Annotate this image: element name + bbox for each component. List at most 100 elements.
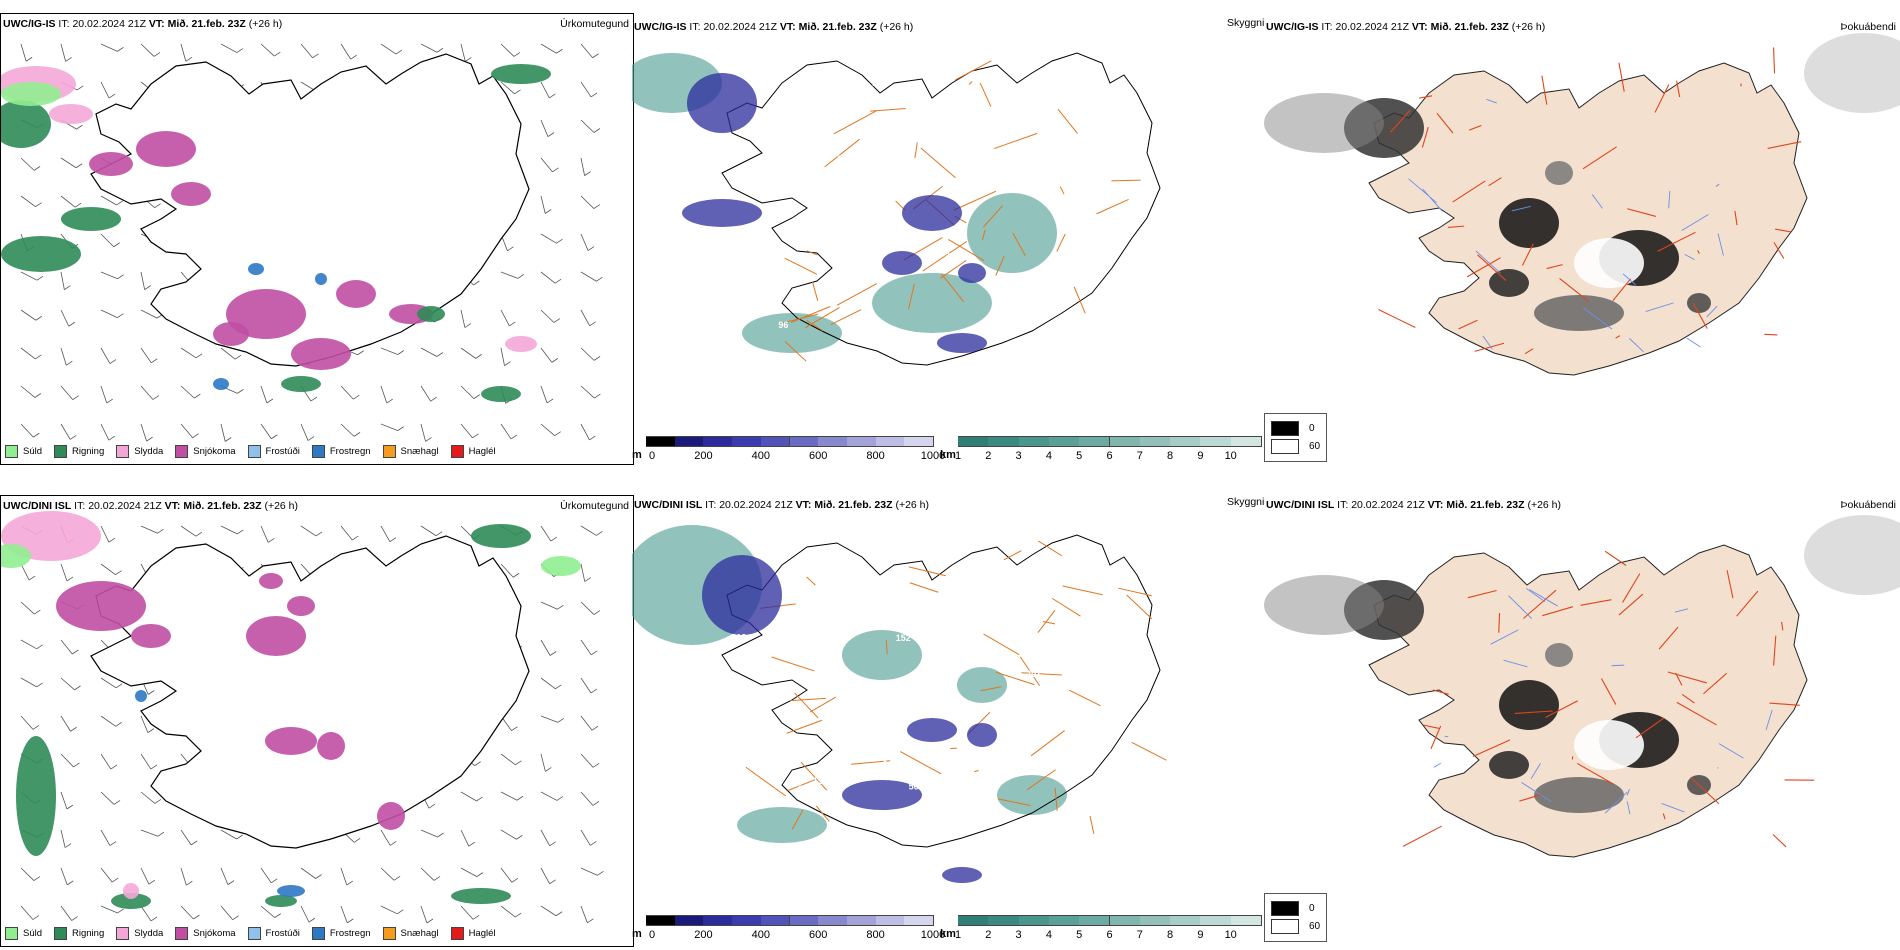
cloud-base-label: 77 (819, 223, 829, 233)
wind-barb (180, 385, 201, 399)
wind-barb (460, 309, 472, 328)
cloud-base-label: 152 (896, 633, 911, 643)
road (1541, 75, 1548, 105)
wind-barb (260, 867, 278, 884)
road (1389, 110, 1411, 133)
wind-barb (460, 867, 484, 877)
wind-barb (260, 905, 281, 918)
wind-barb (580, 715, 599, 731)
wind-barb (180, 347, 203, 359)
road (1447, 225, 1465, 228)
panel-title: Þokuábendi (1840, 499, 1896, 511)
colorbar-tick: 7 (1136, 450, 1143, 462)
wind-barb (460, 43, 472, 62)
road (1576, 762, 1615, 785)
legend-item: Rigning (54, 927, 104, 940)
colorbar-segment (818, 915, 848, 926)
wind-barb (540, 233, 563, 244)
colorbar-tick: 4 (1045, 929, 1052, 941)
wind-barb (540, 81, 556, 99)
river (1530, 763, 1541, 780)
river (1718, 743, 1744, 759)
wind-barb (380, 829, 397, 846)
wind-barb (580, 347, 601, 361)
colorbar-segment (1109, 915, 1141, 926)
legend-swatch (54, 445, 68, 458)
wind-barb (100, 677, 123, 689)
precip-area (287, 596, 315, 616)
road (922, 240, 968, 272)
sea-fog (1264, 93, 1384, 153)
cloud-base-label: 09 (841, 201, 851, 211)
road (955, 60, 992, 81)
wind-barb (580, 119, 601, 133)
wind-barb (500, 791, 524, 801)
river (1717, 767, 1719, 769)
road (1118, 587, 1152, 597)
wind-barb (100, 829, 117, 846)
sea-fog (1264, 575, 1384, 635)
colorbar-tick: 400 (751, 929, 770, 941)
wind-barb (460, 385, 481, 399)
precip-area (291, 338, 351, 370)
river (1626, 801, 1631, 815)
wind-barb (540, 385, 554, 404)
colorbar-tick: 6 (1106, 929, 1113, 941)
road (1466, 257, 1501, 278)
road (974, 769, 979, 773)
wind-barb (140, 385, 160, 400)
precip-area (89, 152, 133, 176)
river (1626, 788, 1630, 796)
road (1423, 724, 1440, 730)
cloud-base-label: 88 (757, 351, 767, 361)
road (1676, 80, 1681, 98)
wind-barb (220, 347, 242, 360)
road (1452, 180, 1486, 203)
wind-barb (260, 385, 274, 404)
wind-barb (580, 753, 600, 768)
low-visibility-area (957, 667, 1007, 703)
wind-barb (20, 347, 42, 360)
road (1658, 626, 1679, 650)
road (1781, 621, 1784, 631)
cloud-base-label: 52 (701, 188, 711, 198)
wind-barb (300, 525, 323, 537)
road (1580, 599, 1612, 606)
road (1057, 108, 1078, 134)
precip-area (131, 624, 171, 648)
wind-barb (60, 563, 74, 582)
cloud-base-label: 111 (862, 126, 876, 136)
colorbar-tick: 3 (1015, 929, 1022, 941)
road (980, 686, 1002, 692)
legend-item: Frostregn (311, 445, 371, 458)
panel-header: UWC/DINI ISL IT: 20.02.2024 21Z VT: Mið.… (3, 500, 299, 512)
cloud-base-label: 70 (877, 139, 887, 149)
legend-item: 0 (1271, 421, 1320, 436)
colorbar-segment (674, 915, 705, 926)
wind-barb (500, 829, 523, 840)
wind-barb (100, 715, 122, 727)
iceland-coastline (721, 534, 1161, 848)
road (1488, 177, 1502, 187)
road (1467, 589, 1497, 599)
precip-area (111, 893, 151, 909)
colorbar-segment (875, 436, 906, 447)
wind-barb (60, 905, 78, 921)
legend-label: Frostúði (265, 928, 300, 939)
cloud-base-label: 153 (813, 776, 828, 786)
precip-area (265, 895, 297, 907)
road (1772, 834, 1787, 848)
wind-barb (100, 563, 122, 576)
wind-barb (540, 715, 565, 723)
cloud-base-label: 149 (885, 125, 900, 135)
low-cloud-area (842, 780, 922, 810)
cloud-vis-panel-2: 143 118 131 75 152 239 56 361 201 133 104 96 56 137 22… (632, 495, 1264, 945)
cloud-base-label: 75 (894, 594, 904, 604)
road (1774, 228, 1791, 233)
fog-area (1545, 161, 1573, 185)
cloud-base-label: 72 (833, 289, 843, 299)
wind-barb (580, 233, 595, 251)
wind-barb (20, 385, 42, 398)
wind-barb (20, 157, 41, 171)
wind-barb (180, 829, 198, 846)
